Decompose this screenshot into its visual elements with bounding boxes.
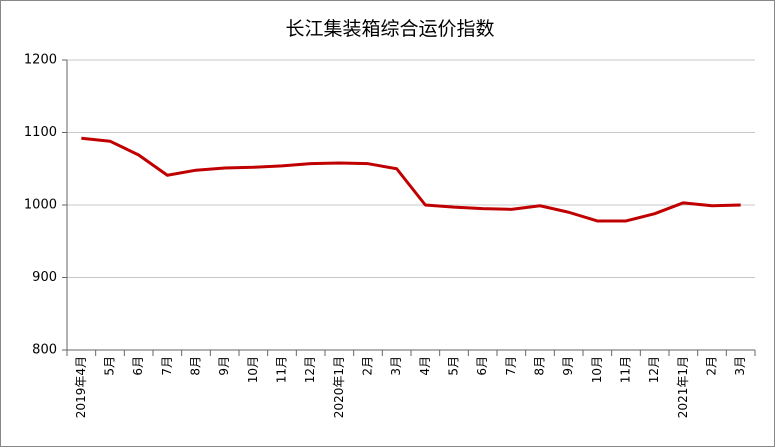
- x-tick-label: 3月: [389, 356, 403, 376]
- x-tick-label: 2019年4月: [74, 356, 88, 418]
- x-tick-label: 8月: [189, 356, 203, 376]
- x-tick-label: 10月: [246, 356, 260, 383]
- x-tick-label: 8月: [533, 356, 547, 376]
- chart-title: 长江集装箱综合运价指数: [285, 18, 494, 40]
- x-tick-label: 12月: [303, 356, 317, 383]
- x-tick-label: 9月: [561, 356, 575, 376]
- x-tick-label: 7月: [160, 356, 174, 376]
- x-tick-label: 11月: [275, 356, 289, 383]
- x-tick-label: 5月: [447, 356, 461, 376]
- x-tick-label: 5月: [103, 356, 117, 376]
- data-line: [81, 136, 741, 223]
- y-tick-label: 1000: [24, 198, 57, 213]
- x-tick-label: 2020年1月: [332, 356, 346, 418]
- y-tick-label: 1200: [24, 53, 57, 68]
- x-tick-label: 2月: [705, 356, 719, 376]
- y-tick-label: 800: [32, 343, 57, 358]
- y-tick-label: 1100: [24, 125, 57, 140]
- x-tick-label: 7月: [504, 356, 518, 376]
- x-tick-label: 12月: [647, 356, 661, 383]
- x-tick-label: 2月: [361, 356, 375, 376]
- x-tick-label: 4月: [418, 356, 432, 376]
- x-tick-label: 10月: [590, 356, 604, 383]
- x-tick-label: 11月: [619, 356, 633, 383]
- x-tick-label: 2021年1月: [676, 356, 690, 418]
- x-tick-label: 9月: [217, 356, 231, 376]
- y-tick-label: 900: [32, 270, 57, 285]
- x-tick-label: 3月: [733, 356, 747, 376]
- x-tick-label: 6月: [131, 356, 145, 376]
- x-tick-label: 6月: [475, 356, 489, 376]
